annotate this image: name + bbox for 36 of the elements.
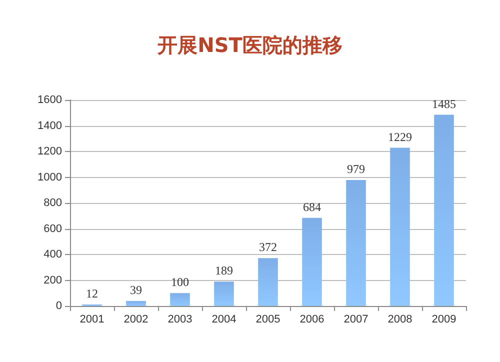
y-tick-label: 600 [44, 222, 62, 235]
bar [126, 300, 146, 306]
data-label: 1229 [388, 130, 412, 144]
y-tick-label: 800 [44, 197, 62, 209]
x-tick-label: 2008 [388, 314, 412, 326]
x-tick-label: 2005 [256, 314, 280, 326]
x-tick-label: 2006 [300, 314, 324, 326]
bar [258, 258, 278, 306]
x-tick-label: 2003 [168, 314, 192, 326]
bar [346, 180, 366, 306]
bar [214, 282, 234, 306]
x-tick-label: 2001 [80, 314, 104, 326]
bar [434, 114, 454, 306]
data-label: 1485 [432, 96, 456, 111]
data-label: 12 [86, 286, 98, 300]
y-tick-label: 1200 [38, 146, 62, 158]
data-label: 979 [347, 162, 365, 176]
x-tick-label: 2004 [212, 314, 236, 326]
bar [302, 218, 322, 306]
x-tick-label: 2007 [344, 314, 368, 326]
y-tick-label: 1000 [38, 171, 62, 184]
bar [390, 148, 410, 306]
y-tick-label: 1600 [38, 94, 62, 106]
y-tick-label: 1400 [38, 120, 62, 132]
data-label: 100 [171, 275, 189, 290]
data-label: 372 [259, 240, 277, 254]
chart-title: 开展NST医院的推移 [156, 33, 342, 57]
y-tick-label: 400 [44, 248, 62, 260]
bar [170, 293, 190, 306]
data-label: 684 [303, 200, 321, 214]
y-tick-label: 200 [44, 274, 62, 286]
data-label: 189 [215, 264, 233, 278]
y-tick-label: 0 [56, 300, 62, 312]
x-tick-label: 2009 [432, 314, 456, 326]
x-tick-label: 2002 [124, 314, 148, 326]
data-label: 39 [130, 282, 142, 297]
